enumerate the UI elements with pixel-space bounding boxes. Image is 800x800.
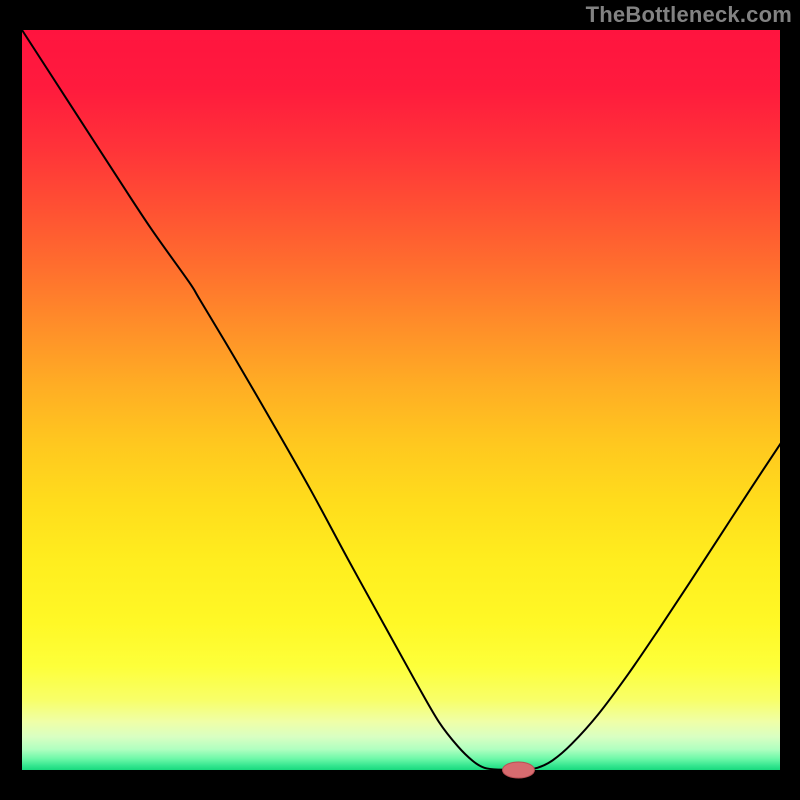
watermark-text: TheBottleneck.com [586,2,792,28]
chart-root: TheBottleneck.com [0,0,800,800]
plot-area-rect [22,30,780,770]
sweet-spot-marker [502,762,534,778]
bottleneck-chart-svg [0,0,800,800]
